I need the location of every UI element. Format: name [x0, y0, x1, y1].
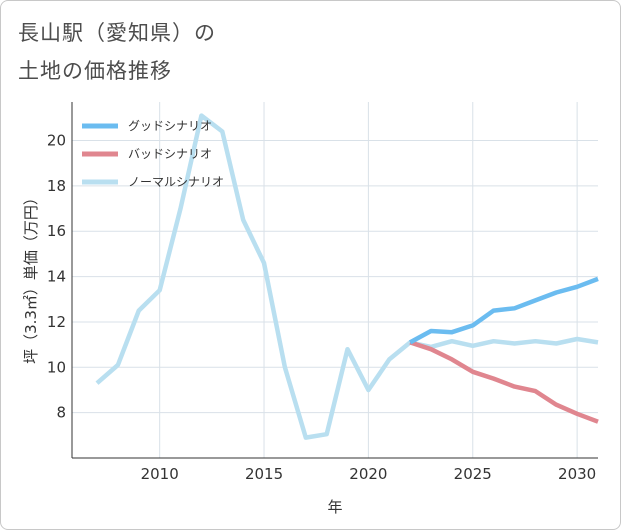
y-tick-labels: 8 10 12 14 16 18 20 — [47, 132, 66, 422]
x-tick-label: 2015 — [245, 465, 283, 483]
legend-label-1: バッドシナリオ — [128, 147, 212, 161]
x-tick-label: 2020 — [349, 465, 387, 483]
legend-label-2: ノーマルシナリオ — [128, 175, 224, 189]
chart-title-line-1: 長山駅（愛知県）の — [18, 21, 216, 45]
y-tick-label: 8 — [56, 404, 66, 422]
y-tick-label: 12 — [47, 313, 66, 331]
axes — [71, 102, 598, 459]
series-line-2 — [95, 113, 599, 440]
y-axis-label: 坪（3.3㎡）単価（万円） — [22, 190, 40, 364]
x-tick-label: 2030 — [558, 465, 596, 483]
y-tick-label: 16 — [47, 222, 66, 240]
grid-lines — [72, 102, 598, 458]
y-tick-label: 14 — [47, 268, 66, 286]
y-tick-label: 10 — [47, 358, 66, 376]
y-tick-label: 18 — [47, 177, 66, 195]
y-tick-label: 20 — [47, 132, 66, 150]
series-line-0 — [409, 276, 599, 345]
chart-title-line-2: 土地の価格推移 — [18, 59, 172, 83]
series-lines — [95, 113, 599, 440]
legend-label-0: グッドシナリオ — [128, 119, 212, 133]
x-tick-label: 2010 — [141, 465, 179, 483]
x-tick-label: 2025 — [454, 465, 492, 483]
x-tick-labels: 2010 2015 2020 2025 2030 — [141, 465, 597, 483]
series-line-1 — [409, 340, 599, 424]
x-axis-label: 年 — [327, 498, 342, 516]
